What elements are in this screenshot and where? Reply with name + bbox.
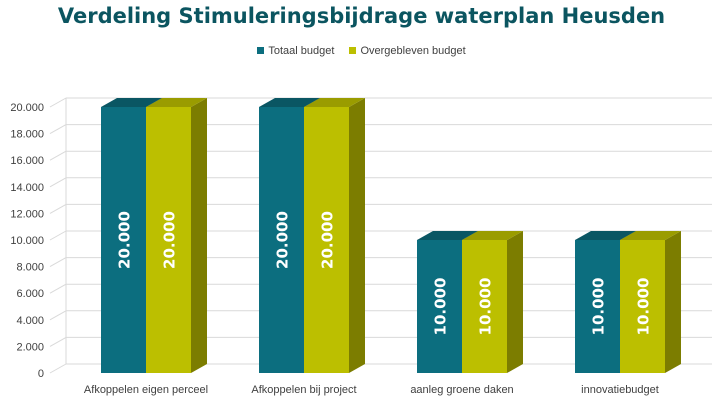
- y-tick-label: 4.000: [16, 315, 44, 327]
- grid-diagonal: [49, 230, 67, 241]
- bar-totaal: [259, 107, 304, 373]
- bar-totaal: [101, 107, 146, 373]
- legend-swatch-totaal: [257, 47, 265, 54]
- grid-diagonal: [49, 177, 67, 188]
- y-tick-label: 14.000: [10, 182, 44, 194]
- bar-totaal: [575, 240, 620, 373]
- y-tick-label: 18.000: [10, 129, 44, 141]
- y-tick-label: 8.000: [16, 262, 44, 274]
- data-label: 10.000: [635, 278, 653, 336]
- legend-label-overgebleven: Overgebleven budget: [360, 45, 466, 57]
- x-category-label: innovatiebudget: [581, 384, 659, 396]
- grid-diagonal: [49, 97, 67, 108]
- chart-title: Verdeling Stimuleringsbijdrage waterplan…: [57, 4, 666, 28]
- bar-top: [620, 231, 681, 240]
- y-tick-label: 2.000: [16, 341, 44, 353]
- legend-label-totaal: Totaal budget: [268, 45, 335, 57]
- y-tick-label: 0: [38, 368, 44, 380]
- bar-overgebleven: [462, 240, 507, 373]
- bar-overgebleven: [146, 107, 191, 373]
- x-category-label: aanleg groene daken: [410, 384, 513, 396]
- legend: Totaal budget Overgebleven budget: [0, 45, 723, 57]
- bar-side: [665, 231, 681, 373]
- grid-diagonal: [49, 363, 67, 374]
- bar-side: [507, 231, 523, 373]
- bar-top: [417, 231, 478, 240]
- bar-top: [575, 231, 636, 240]
- data-label: 20.000: [274, 211, 292, 269]
- data-label: 20.000: [116, 211, 134, 269]
- bar-overgebleven: [304, 107, 349, 373]
- grid-diagonal: [49, 336, 67, 347]
- legend-item-overgebleven: Overgebleven budget: [349, 45, 466, 57]
- legend-swatch-overgebleven: [349, 47, 357, 54]
- data-label: 20.000: [319, 211, 337, 269]
- bar-top: [304, 98, 365, 107]
- x-category-label: Afkoppelen eigen perceel: [84, 384, 208, 396]
- bar-top: [101, 98, 162, 107]
- grid-diagonal: [49, 283, 67, 294]
- data-label: 10.000: [432, 278, 450, 336]
- y-tick-label: 20.000: [10, 102, 44, 114]
- bar-side: [191, 98, 207, 373]
- data-label: 20.000: [161, 211, 179, 269]
- data-label: 10.000: [590, 278, 608, 336]
- bar-top: [462, 231, 523, 240]
- y-tick-label: 10.000: [10, 235, 44, 247]
- y-tick-label: 12.000: [10, 208, 44, 220]
- grid-diagonal: [49, 203, 67, 214]
- data-label: 10.000: [477, 278, 495, 336]
- grid-diagonal: [49, 124, 67, 135]
- grid-diagonal: [49, 150, 67, 161]
- bar-top: [259, 98, 320, 107]
- bar-side: [349, 98, 365, 373]
- bar-totaal: [417, 240, 462, 373]
- y-tick-label: 6.000: [16, 288, 44, 300]
- grid-diagonal: [49, 257, 67, 268]
- grid-diagonal: [49, 310, 67, 321]
- x-category-label: Afkoppelen bij project: [251, 384, 356, 396]
- y-tick-label: 16.000: [10, 155, 44, 167]
- bar-overgebleven: [620, 240, 665, 373]
- legend-item-totaal: Totaal budget: [257, 45, 334, 57]
- bar-top: [146, 98, 207, 107]
